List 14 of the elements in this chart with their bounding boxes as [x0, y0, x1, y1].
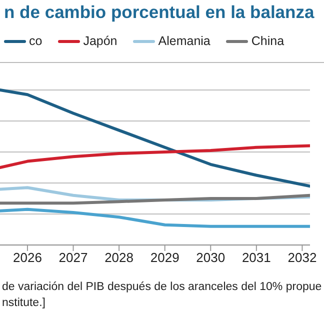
x-tick-label: 2028 [104, 250, 134, 266]
legend-label: Alemania [158, 34, 210, 48]
chart-title: n de cambio porcentual en la balanza [3, 1, 316, 24]
x-tick-label: 2027 [58, 250, 88, 266]
x-tick-label: 2030 [196, 250, 226, 266]
text: de variación del PIB después de los aranceles del 10% propue [2, 280, 323, 295]
legend-label: co [29, 34, 42, 48]
x-tick-label: 2029 [150, 250, 180, 266]
x-tick-label: 2031 [242, 250, 271, 266]
x-tick-label: 2026 [13, 250, 42, 266]
x-tick-label: 2032 [288, 250, 317, 266]
legend-label: Japón [83, 34, 118, 48]
text: nstitute.] [2, 296, 46, 311]
legend-label: China [251, 34, 284, 48]
